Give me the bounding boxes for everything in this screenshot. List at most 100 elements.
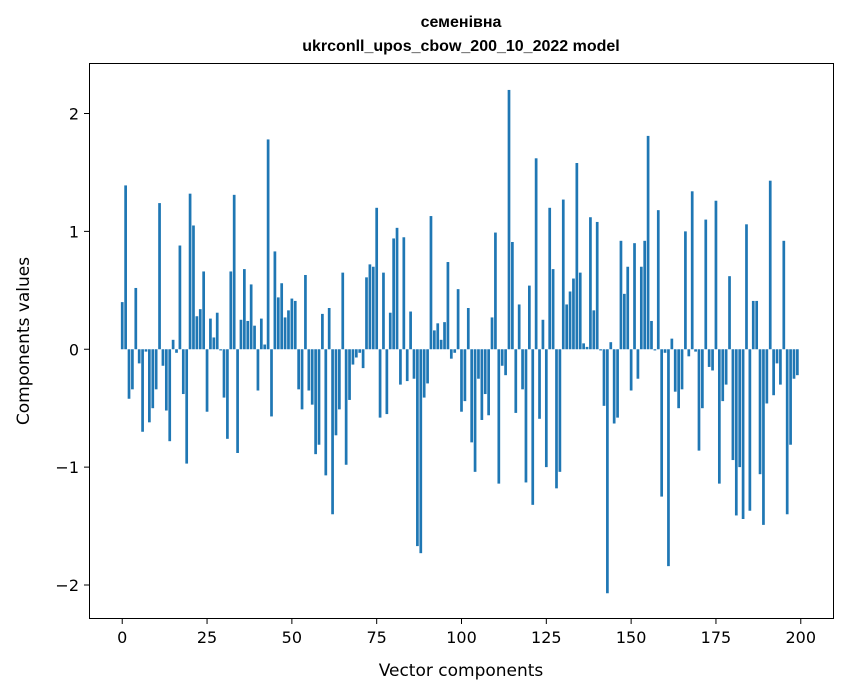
- bar: [371, 266, 375, 350]
- bar: [192, 225, 195, 350]
- bar: [161, 349, 165, 366]
- bar: [714, 200, 718, 350]
- bar: [439, 339, 443, 350]
- bar: [443, 322, 446, 350]
- y-axis-label: Components values: [14, 257, 34, 425]
- bar: [209, 318, 212, 350]
- x-tick-label: 75: [367, 628, 387, 647]
- bar: [253, 325, 256, 350]
- bar: [490, 317, 494, 350]
- bar: [711, 349, 714, 371]
- bar: [768, 180, 772, 350]
- y-tick-label: 1: [69, 222, 79, 241]
- bar: [263, 344, 267, 350]
- bar: [405, 349, 409, 382]
- bar: [198, 309, 202, 350]
- bar: [212, 337, 216, 350]
- bar: [246, 320, 250, 350]
- bar: [568, 291, 572, 350]
- bar: [392, 238, 395, 350]
- bar: [538, 349, 541, 419]
- bar: [616, 349, 619, 418]
- bar: [477, 349, 480, 379]
- bar: [762, 349, 765, 525]
- bar: [317, 349, 321, 445]
- bar: [351, 349, 355, 365]
- x-tick-label: 0: [117, 628, 127, 647]
- bar: [168, 349, 172, 442]
- bar: [446, 262, 450, 350]
- bar: [731, 349, 735, 461]
- bar: [684, 231, 687, 350]
- bar: [470, 349, 474, 443]
- bar: [541, 319, 545, 350]
- bar: [290, 298, 294, 350]
- bar: [728, 276, 731, 350]
- bar: [792, 349, 796, 379]
- bar: [639, 266, 643, 350]
- bar: [215, 312, 219, 350]
- bar: [755, 300, 759, 350]
- bar: [141, 349, 144, 432]
- bar: [585, 346, 589, 350]
- bar: [636, 349, 640, 379]
- bar: [622, 293, 626, 350]
- chart-subtitle: ukrconll_upos_cbow_200_10_2022 model: [302, 38, 619, 55]
- bar: [236, 349, 239, 453]
- bar: [402, 237, 406, 350]
- bar: [701, 349, 704, 409]
- bar: [436, 323, 440, 350]
- bar: [721, 349, 725, 402]
- bar: [456, 289, 460, 350]
- bar: [222, 349, 226, 398]
- bar: [453, 349, 457, 353]
- bar: [673, 349, 677, 392]
- x-tick-label: 50: [282, 628, 302, 647]
- bar: [137, 349, 141, 364]
- bar: [497, 349, 501, 484]
- bar: [480, 349, 484, 420]
- bar: [378, 349, 382, 418]
- bar: [399, 349, 402, 385]
- y-tick-label: 2: [69, 105, 79, 124]
- bar: [120, 302, 124, 350]
- bar: [697, 349, 701, 451]
- bar: [738, 349, 742, 468]
- bar: [134, 287, 138, 350]
- bar: [463, 349, 467, 402]
- x-tick-label: 100: [446, 628, 477, 647]
- y-axis: −2 −1 0 1 2: [55, 105, 90, 595]
- bar: [239, 319, 243, 350]
- bar: [433, 330, 436, 350]
- bar: [599, 349, 602, 351]
- bar: [164, 349, 168, 411]
- bar: [531, 349, 535, 505]
- bar: [758, 349, 762, 475]
- bar: [789, 349, 792, 445]
- bar: [619, 240, 623, 350]
- bar: [131, 349, 134, 390]
- bar: [653, 349, 657, 351]
- x-tick-label: 200: [785, 628, 816, 647]
- bar: [304, 274, 307, 350]
- bar: [324, 349, 328, 476]
- bar: [280, 283, 284, 350]
- x-axis: 0 25 50 75 100 125 150 175 200: [117, 618, 816, 647]
- bar: [707, 349, 711, 367]
- bar: [368, 264, 372, 350]
- bar: [507, 89, 511, 350]
- bar: [643, 240, 647, 350]
- bar: [555, 349, 558, 489]
- chart-title: семенівна: [421, 14, 502, 31]
- bar: [422, 349, 426, 398]
- x-tick-label: 25: [197, 628, 217, 647]
- bar: [650, 320, 653, 350]
- bar: [779, 349, 782, 385]
- bar: [293, 300, 297, 350]
- bar: [551, 269, 555, 350]
- bar: [504, 349, 507, 376]
- bar: [144, 349, 148, 352]
- bar: [297, 349, 300, 390]
- bar: [592, 310, 596, 350]
- bar: [534, 158, 538, 350]
